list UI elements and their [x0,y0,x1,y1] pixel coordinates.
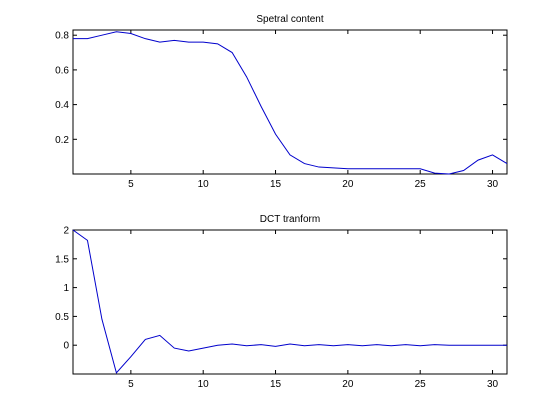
y-tick-label: 1 [63,283,69,294]
y-tick-label: 1.5 [55,254,69,265]
x-tick-label: 5 [128,379,134,390]
y-tick-label: 0.8 [55,31,69,42]
x-tick-label: 30 [487,379,499,390]
y-tick-label: 0.2 [55,135,69,146]
plot-area [72,229,508,375]
y-tick-label: 0.6 [55,65,69,76]
y-tick-label: 0 [63,341,69,352]
series-line [72,229,507,374]
plot-area [72,29,508,175]
x-tick-label: 15 [270,379,282,390]
y-tick-label: 0.5 [55,312,69,323]
x-tick-label: 25 [415,179,427,190]
x-tick-label: 20 [342,179,354,190]
series-line [73,31,508,175]
y-tick-label: 0.4 [55,100,69,111]
x-tick-label: 10 [198,179,210,190]
y-tick-label: 2 [63,226,69,237]
x-tick-label: 5 [128,179,134,190]
chart-1: Spetral content 5 10 15 20 25 30 0.2 0.4 0.6 0.8 [55,14,508,190]
chart-title: Spetral content [256,14,323,25]
x-tick-label: 15 [270,179,282,190]
x-tick-label: 30 [487,179,499,190]
x-tick-label: 10 [198,379,210,390]
x-tick-label: 20 [342,379,354,390]
chart-title: DCT tranform [260,214,320,225]
chart-2: DCT tranform 5 10 15 20 25 30 0 0.5 1 1.5 2 [55,214,508,390]
x-tick-label: 25 [415,379,427,390]
